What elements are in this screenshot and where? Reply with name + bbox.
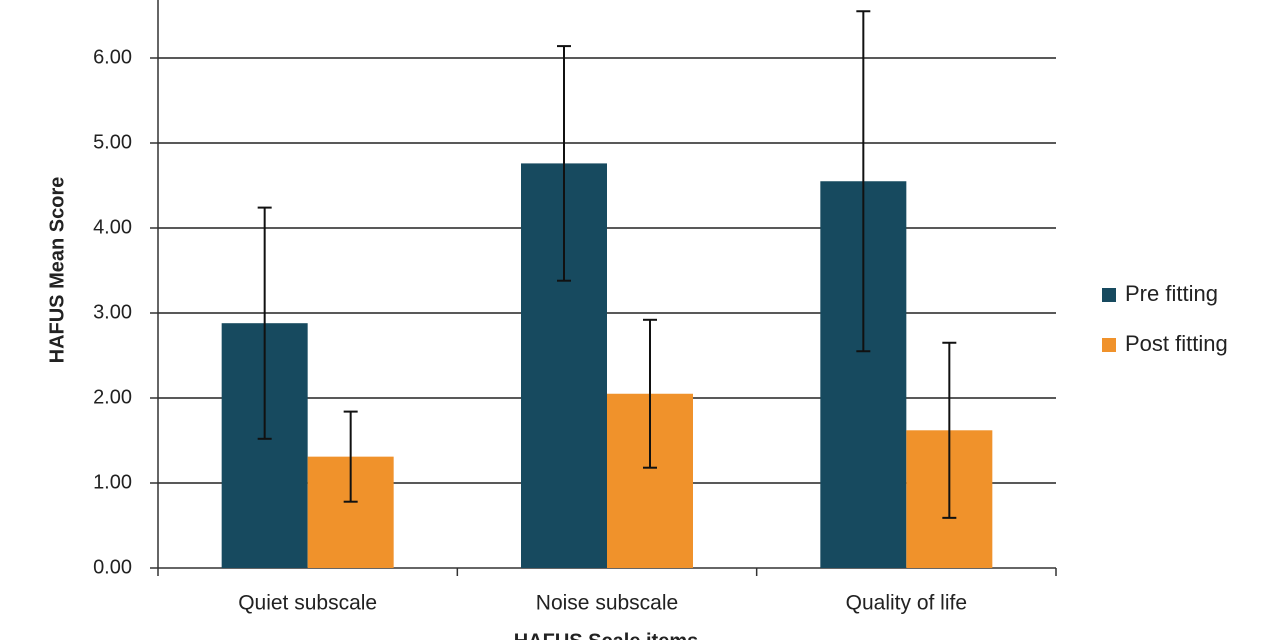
legend-label: Post fitting — [1125, 331, 1228, 356]
legend-label: Pre fitting — [1125, 281, 1218, 306]
x-tick-label: Quality of life — [846, 592, 967, 615]
x-tick-label: Quiet subscale — [238, 592, 377, 615]
y-tick-label: 5.00 — [93, 131, 132, 153]
x-axis-label: HAFUS Scale items — [514, 630, 699, 640]
y-tick-label: 3.00 — [93, 301, 132, 323]
legend-swatch — [1102, 288, 1116, 302]
legend-swatch — [1102, 338, 1116, 352]
y-axis-label: HAFUS Mean Score — [46, 177, 68, 364]
y-tick-label: 0.00 — [93, 556, 132, 578]
y-tick-label: 1.00 — [93, 471, 132, 493]
y-tick-label: 6.00 — [93, 46, 132, 68]
y-tick-label: 2.00 — [93, 386, 132, 408]
x-tick-label: Noise subscale — [536, 592, 678, 615]
y-tick-label: 4.00 — [93, 216, 132, 238]
